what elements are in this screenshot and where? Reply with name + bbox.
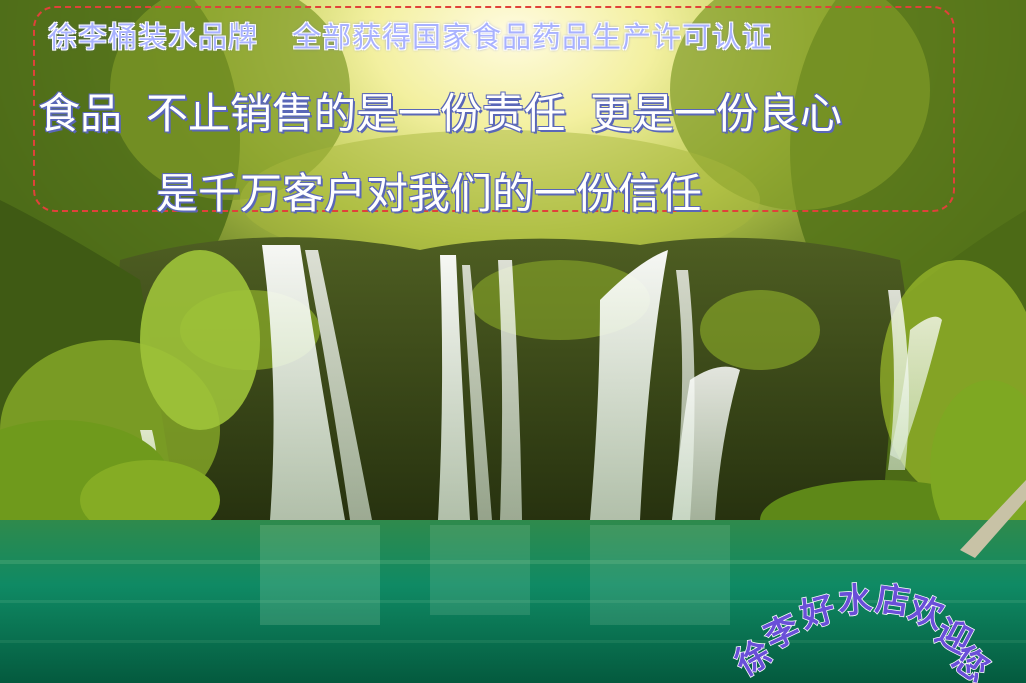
food-label: 食品 bbox=[38, 89, 123, 138]
banner-frame bbox=[33, 6, 955, 212]
certification-text: 全部获得国家食品药品生产许可认证 bbox=[292, 20, 773, 54]
banner-line-1: 徐李桶装水品牌 全部获得国家食品药品生产许可认证 bbox=[48, 14, 772, 56]
trust-text: 是千万客户对我们的一份信任 bbox=[156, 169, 703, 218]
brand-text: 徐李桶装水品牌 bbox=[48, 20, 259, 54]
responsibility-text: 不止销售的是一份责任 bbox=[146, 89, 567, 138]
conscience-text: 更是一份良心 bbox=[590, 89, 843, 138]
banner-line-2: 食品 不止销售的是一份责任 更是一份良心 bbox=[38, 80, 842, 141]
banner-line-3: 是千万客户对我们的一份信任 bbox=[156, 160, 702, 221]
